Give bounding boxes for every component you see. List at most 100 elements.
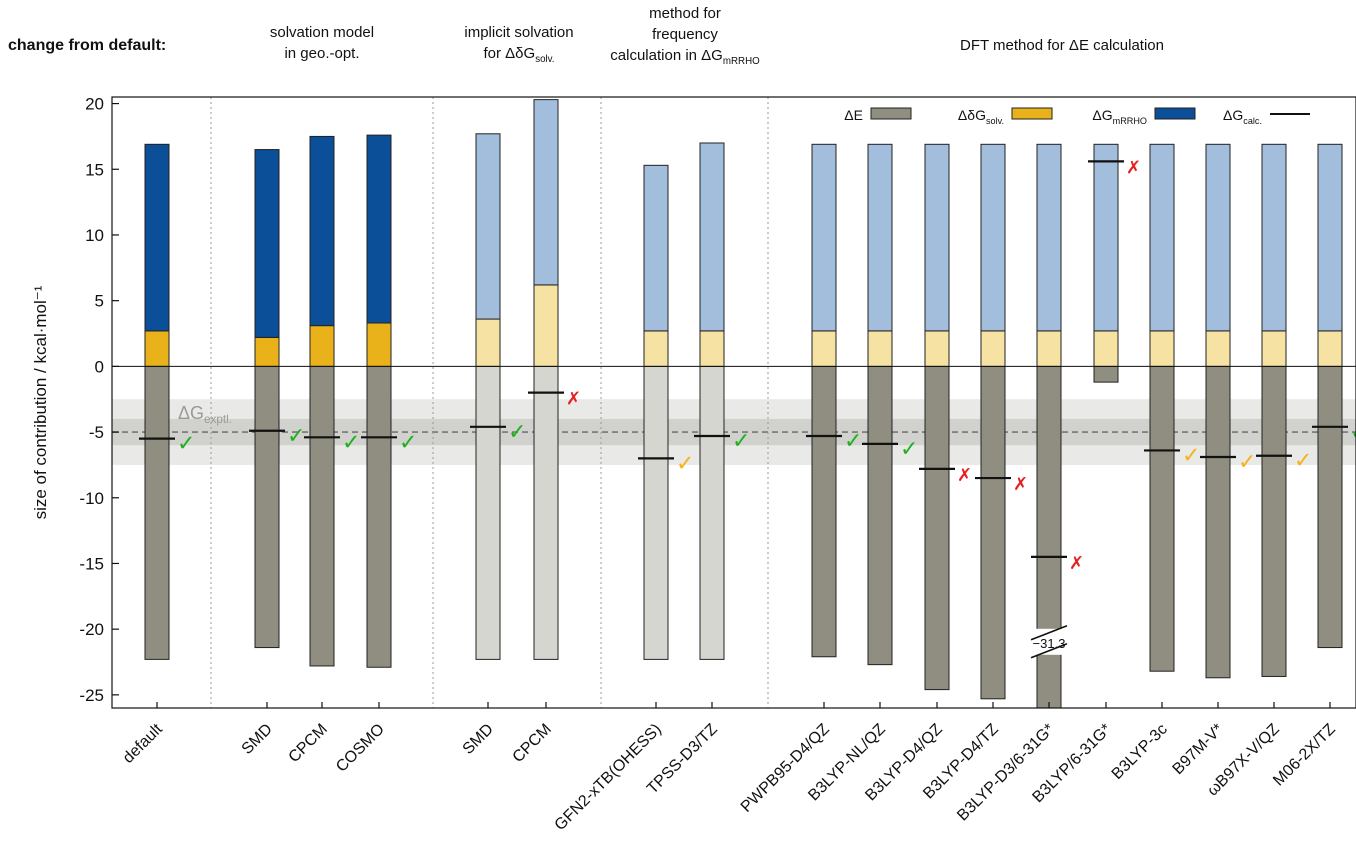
bar-dE-6 bbox=[643, 365, 669, 660]
category-label-6: GFN2-xTB(OHESS) bbox=[552, 721, 665, 834]
bar-dE-17 bbox=[1317, 365, 1343, 649]
verdict-bad-10: ✗ bbox=[957, 465, 972, 485]
plot-frame bbox=[111, 96, 1356, 709]
legend-swatch-2 bbox=[1154, 107, 1196, 120]
break-annotation: −31.3 bbox=[1033, 636, 1066, 651]
bar-rrho-1 bbox=[254, 149, 280, 338]
bar-dE-10 bbox=[924, 365, 950, 691]
bar-solv-3 bbox=[366, 322, 392, 367]
y-tick-label-8: -20 bbox=[79, 620, 104, 639]
verdict-good-9: ✓ bbox=[900, 436, 918, 461]
header-group-2-line-0-main: method for bbox=[649, 5, 721, 22]
bar-dE-3 bbox=[366, 365, 392, 668]
bar-dE-2 bbox=[309, 365, 335, 667]
header-group-0-line-0: solvation model bbox=[270, 24, 374, 41]
header-group-0-line-1: in geo.-opt. bbox=[284, 45, 359, 62]
header-group-1-line-0: implicit solvation bbox=[464, 24, 573, 41]
bar-rrho-3 bbox=[366, 134, 392, 324]
header: change from default: solvation model in ge… bbox=[8, 5, 1164, 67]
bar-dE-0 bbox=[144, 365, 170, 660]
break-mark-bottom-12 bbox=[1030, 643, 1068, 659]
verdict-fair-16: ✓ bbox=[1294, 448, 1312, 473]
bar-rrho-0 bbox=[144, 143, 170, 332]
bar-dE-13 bbox=[1093, 365, 1119, 383]
bar-solv-6 bbox=[643, 330, 669, 367]
header-group-3-line-0: DFT method for ΔE calculation bbox=[960, 37, 1164, 54]
bar-dE-7 bbox=[699, 365, 725, 660]
verdict-fair-14: ✓ bbox=[1182, 442, 1200, 467]
bar-solv-15 bbox=[1205, 330, 1231, 367]
exptl-label-main: ΔG bbox=[178, 403, 204, 423]
bar-solv-8 bbox=[811, 330, 837, 367]
bar-rrho-4 bbox=[475, 133, 501, 320]
legend-label-3-sub: calc. bbox=[1243, 116, 1262, 126]
legend-label-1-main: ΔδG bbox=[958, 107, 986, 123]
legend-label-0: ΔE bbox=[844, 107, 863, 123]
category-label-0: default bbox=[120, 720, 166, 766]
legend-label-1: ΔδGsolv. bbox=[958, 107, 1004, 126]
bar-solv-2 bbox=[309, 325, 335, 367]
bar-solv-16 bbox=[1261, 330, 1287, 367]
header-group-2-line-2: calculation in ΔGmRRHO bbox=[610, 47, 760, 67]
axes: 20 15 10 5 0 -5 -10 -15 -20 -25 size of contributi… bbox=[31, 95, 1356, 709]
bar-dE-14 bbox=[1149, 365, 1175, 672]
verdict-good-3: ✓ bbox=[399, 429, 417, 454]
legend-label-2-sub: mRRHO bbox=[1113, 116, 1147, 126]
bar-dE-9 bbox=[867, 365, 893, 666]
verdict-good-7: ✓ bbox=[732, 428, 750, 453]
category-label-12: B3LYP-D3/6-31G* bbox=[954, 721, 1058, 825]
bar-solv-9 bbox=[867, 330, 893, 367]
verdict-fair-6: ✓ bbox=[676, 450, 694, 475]
bar-rrho-5 bbox=[533, 99, 559, 286]
y-tick-label-0: 20 bbox=[85, 95, 104, 114]
bar-rrho-7 bbox=[699, 142, 725, 332]
category-label-1: SMD bbox=[239, 721, 276, 758]
bar-solv-17 bbox=[1317, 330, 1343, 367]
header-group-2-line-2-main: calculation in ΔG bbox=[610, 47, 723, 64]
header-group-1-line-1-main: for ΔδG bbox=[483, 45, 535, 62]
header-group-2-line-1: frequency bbox=[652, 26, 718, 43]
header-group-3-line-0-main: DFT method for ΔE calculation bbox=[960, 37, 1164, 54]
legend-label-3: ΔGcalc. bbox=[1223, 107, 1262, 126]
header-group-1-line-1-sub: solv. bbox=[535, 54, 554, 65]
bar-dE-15 bbox=[1205, 365, 1231, 679]
category-label-5: CPCM bbox=[509, 721, 554, 766]
bar-dE-16 bbox=[1261, 365, 1287, 677]
category-label-15: B97M-V* bbox=[1170, 721, 1227, 778]
bar-solv-11 bbox=[980, 330, 1006, 367]
bar-dE-11 bbox=[980, 365, 1006, 700]
bar-rrho-16 bbox=[1261, 143, 1287, 332]
verdict-bad-13: ✗ bbox=[1126, 157, 1141, 177]
header-group-0-line-0-main: solvation model bbox=[270, 24, 374, 41]
verdict-fair-15: ✓ bbox=[1238, 449, 1256, 474]
legend-label-3-main: ΔG bbox=[1223, 107, 1243, 123]
bar-dE-5 bbox=[533, 365, 559, 660]
header-group-2-line-2-sub: mRRHO bbox=[723, 56, 760, 67]
legend-swatch-0 bbox=[870, 107, 912, 120]
bar-rrho-15 bbox=[1205, 143, 1231, 332]
bar-dE-8 bbox=[811, 365, 837, 658]
verdict-good-8: ✓ bbox=[844, 428, 862, 453]
verdict-good-17: ✓ bbox=[1350, 419, 1356, 444]
y-tick-label-3: 5 bbox=[95, 292, 104, 311]
verdict-bad-11: ✗ bbox=[1013, 474, 1028, 494]
bar-rrho-10 bbox=[924, 143, 950, 332]
bar-rrho-9 bbox=[867, 143, 893, 332]
bar-solv-12 bbox=[1036, 330, 1062, 367]
exptl-label-sub: exptl. bbox=[204, 413, 232, 426]
header-group-0-line-1-main: in geo.-opt. bbox=[284, 45, 359, 62]
bar-solv-0 bbox=[144, 330, 170, 367]
legend-label-2-main: ΔG bbox=[1092, 107, 1112, 123]
legend-swatch-1 bbox=[1011, 107, 1053, 120]
bar-rrho-11 bbox=[980, 143, 1006, 332]
y-tick-label-2: 10 bbox=[85, 226, 104, 245]
y-tick-label-9: -25 bbox=[79, 686, 104, 705]
verdict-good-4: ✓ bbox=[508, 419, 526, 444]
header-group-1-line-1: for ΔδGsolv. bbox=[483, 45, 554, 65]
labels: default SMD CPCM COSMO SMD CPCMGFN2-xTB(OHESS… bbox=[120, 720, 1339, 834]
y-axis-label: size of contribution / kcal·mol⁻¹ bbox=[31, 285, 50, 519]
verdict-good-0: ✓ bbox=[177, 431, 195, 456]
legend-label-1-sub: solv. bbox=[986, 116, 1004, 126]
break-mark-top-12 bbox=[1030, 625, 1068, 641]
